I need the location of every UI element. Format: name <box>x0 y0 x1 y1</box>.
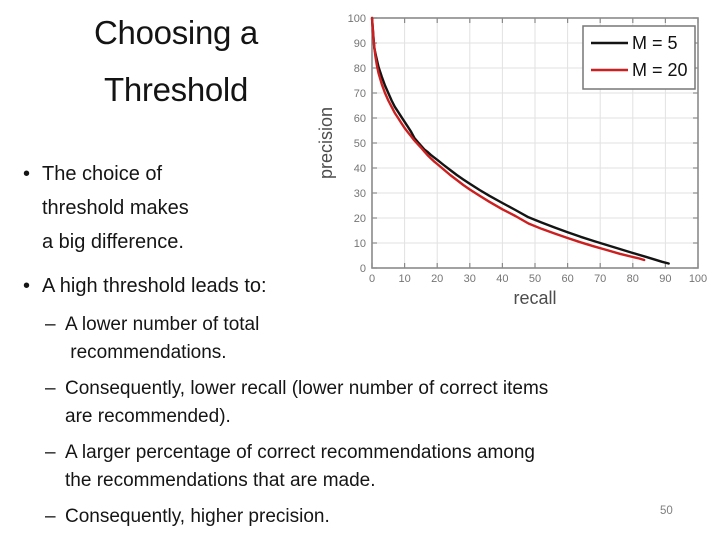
x-axis-label: recall <box>513 288 556 308</box>
sub-bullet-2: – Consequently, lower recall (lower numb… <box>16 375 708 431</box>
title-line-1: Choosing a <box>94 14 258 51</box>
y-tick-label: 60 <box>354 113 366 125</box>
y-tick-label: 30 <box>354 188 366 200</box>
legend-label: M = 20 <box>632 60 688 80</box>
y-tick-label: 50 <box>354 138 366 150</box>
y-tick-label: 80 <box>354 63 366 75</box>
sub-bullet-1: – A lower number of total recommendation… <box>16 311 708 367</box>
sub-bullet-list: – A lower number of total recommendation… <box>16 311 708 531</box>
y-tick-label: 70 <box>354 88 366 100</box>
bullet-1-line-3: a big difference. <box>42 231 184 253</box>
y-tick-label: 100 <box>348 13 366 25</box>
bullet-list: • The choice of threshold makes a big di… <box>16 157 708 531</box>
x-tick-label: 40 <box>496 273 508 285</box>
y-tick-label: 0 <box>360 263 366 275</box>
page-number: 50 <box>660 505 673 517</box>
y-tick-label: 90 <box>354 38 366 50</box>
x-tick-label: 50 <box>529 273 541 285</box>
chart-canvas: 0 10 20 30 40 50 60 70 80 90 100 0 10 20 30 40 50 60 70 80 9… <box>316 13 707 308</box>
series-curve <box>370 16 670 265</box>
y-axis-label: precision <box>316 107 336 179</box>
sub-3-line-1: A larger percentage of correct recommend… <box>65 442 535 463</box>
x-tick-label: 30 <box>464 273 476 285</box>
sub-4-line-1: Consequently, higher precision. <box>65 506 330 527</box>
bullet-2-text: A high threshold leads to: <box>42 275 267 297</box>
x-tick-label: 100 <box>689 273 707 285</box>
bullet-1-line-2: threshold makes <box>42 197 189 219</box>
x-tick-label: 80 <box>627 273 639 285</box>
x-tick-label: 60 <box>561 273 573 285</box>
bullet-item-1: • The choice of threshold makes a big di… <box>16 157 708 259</box>
bullet-item-2: • A high threshold leads to: <box>16 269 708 303</box>
x-tick-label: 90 <box>659 273 671 285</box>
sub-1-line-2: recommendations. <box>65 342 227 363</box>
dash-marker: – <box>45 314 56 335</box>
dash-marker: – <box>45 442 56 463</box>
x-tick-label: 70 <box>594 273 606 285</box>
sub-3-line-2: the recommendations that are made. <box>65 470 376 491</box>
sub-2-line-1: Consequently, lower recall (lower number… <box>65 378 549 399</box>
bullet-marker: • <box>23 163 31 185</box>
sub-1-line-1: A lower number of total <box>65 314 260 335</box>
legend-box <box>582 25 696 90</box>
y-tick-label: 40 <box>354 163 366 175</box>
dash-marker: – <box>45 506 56 527</box>
series-curve <box>370 16 646 262</box>
y-tick-label: 20 <box>354 213 366 225</box>
axes-box <box>371 17 699 269</box>
legend-label: M = 5 <box>632 33 678 53</box>
x-tick-label: 20 <box>431 273 443 285</box>
x-tick-label: 0 <box>369 273 375 285</box>
precision-recall-chart: 0 10 20 30 40 50 60 70 80 90 100 0 10 20 30 40 50 60 70 80 9… <box>308 0 720 312</box>
sub-bullet-3: – A larger percentage of correct recomme… <box>16 439 708 495</box>
sub-bullet-4: – Consequently, higher precision. <box>16 503 708 531</box>
title-line-2: Threshold <box>103 71 249 108</box>
page-title: Choosing a Threshold <box>28 4 324 118</box>
bullet-1-line-1: The choice of <box>42 163 163 185</box>
x-tick-label: 10 <box>398 273 410 285</box>
bullet-marker: • <box>23 275 31 297</box>
sub-2-line-2: are recommended). <box>65 406 231 427</box>
dash-marker: – <box>45 378 56 399</box>
y-tick-label: 10 <box>354 238 366 250</box>
